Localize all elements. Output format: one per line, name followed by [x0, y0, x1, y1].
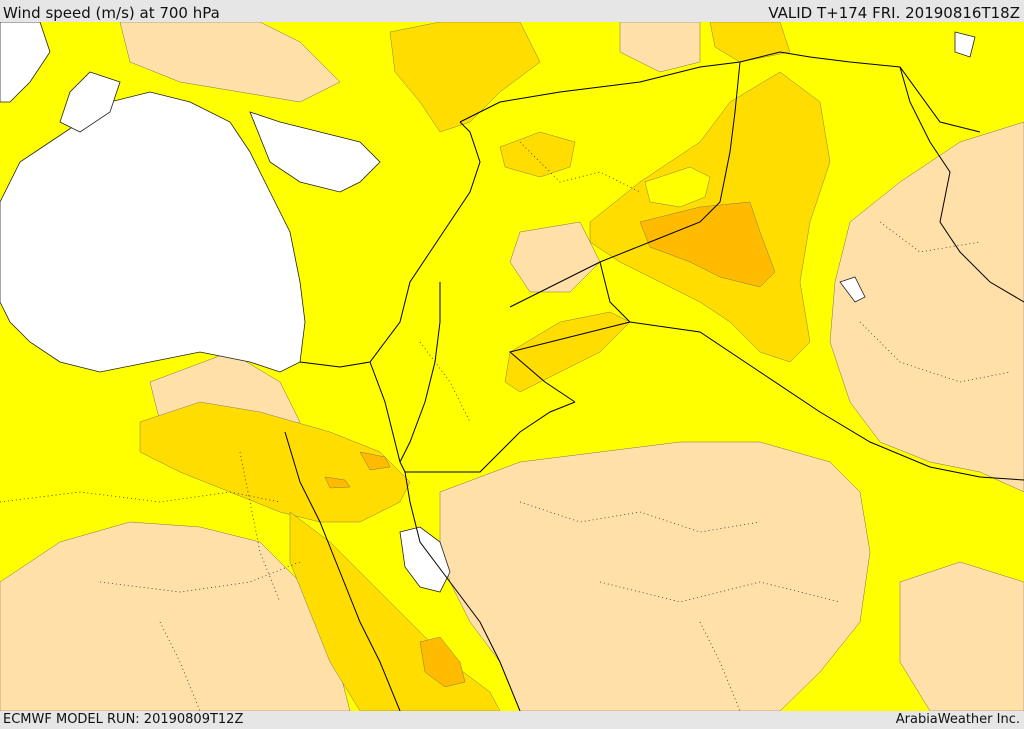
mediterranean-north-strip [59, 71, 121, 133]
low-wind-north-iraq [619, 22, 701, 73]
low-wind-jordan [509, 221, 601, 293]
low-wind-iraq-east [829, 121, 1024, 493]
strong-wind-jordan [504, 311, 631, 393]
levant-sea [249, 111, 381, 193]
country-borders [284, 51, 1024, 711]
border-jordan-saudi [508, 321, 631, 403]
header-bar: Wind speed (m/s) at 700 hPa VALID T+174 … [0, 0, 1024, 22]
low-wind-arabia [439, 441, 871, 711]
low-wind-turkey-west [119, 22, 341, 103]
lake-nasser-area [399, 526, 451, 593]
map-title: Wind speed (m/s) at 700 hPa [3, 4, 220, 22]
strong-wind-turkey [389, 22, 541, 133]
strong-wind-egypt-east [139, 401, 411, 523]
credit: ArabiaWeather Inc. [895, 712, 1020, 727]
border-iraq-saudi [599, 261, 1024, 481]
border-saudi-jordan-south [405, 401, 576, 473]
coast-red-sea-west [284, 431, 401, 711]
very-strong-wind-syrian-desert [639, 201, 776, 288]
very-strong-wind-areas [324, 201, 776, 688]
coast-levant [299, 121, 481, 368]
aegean-coast [0, 22, 51, 103]
border-syria-iraq [509, 61, 741, 308]
very-strong-wind-egypt [324, 476, 351, 489]
low-wind-gulf-south [899, 561, 1024, 711]
model-run: ECMWF MODEL RUN: 20190809T12Z [3, 712, 244, 727]
border-egypt-israel [369, 361, 406, 473]
low-wind-areas [0, 22, 1024, 711]
very-strong-wind-sinai [359, 451, 391, 471]
sea-areas [0, 22, 976, 593]
very-strong-wind-red-sea [419, 636, 466, 688]
moderate-wind-patch-syria [644, 166, 711, 208]
strong-wind-patch-2 [709, 22, 791, 63]
wind-speed-map [0, 22, 1024, 711]
province-boundaries [0, 141, 1011, 711]
footer-bar: ECMWF MODEL RUN: 20190809T12Z ArabiaWeat… [0, 711, 1024, 729]
valid-time: VALID T+174 FRI. 20190816T18Z [768, 4, 1020, 22]
caspian-coast [954, 31, 976, 58]
coast-red-sea-east [404, 471, 521, 711]
border-iraq-iran [899, 66, 1024, 303]
strong-wind-patch-1 [499, 131, 576, 178]
border-israel-jordan [399, 282, 441, 463]
border-turkey-syria [459, 51, 981, 133]
persian-gulf-coast [839, 276, 866, 303]
